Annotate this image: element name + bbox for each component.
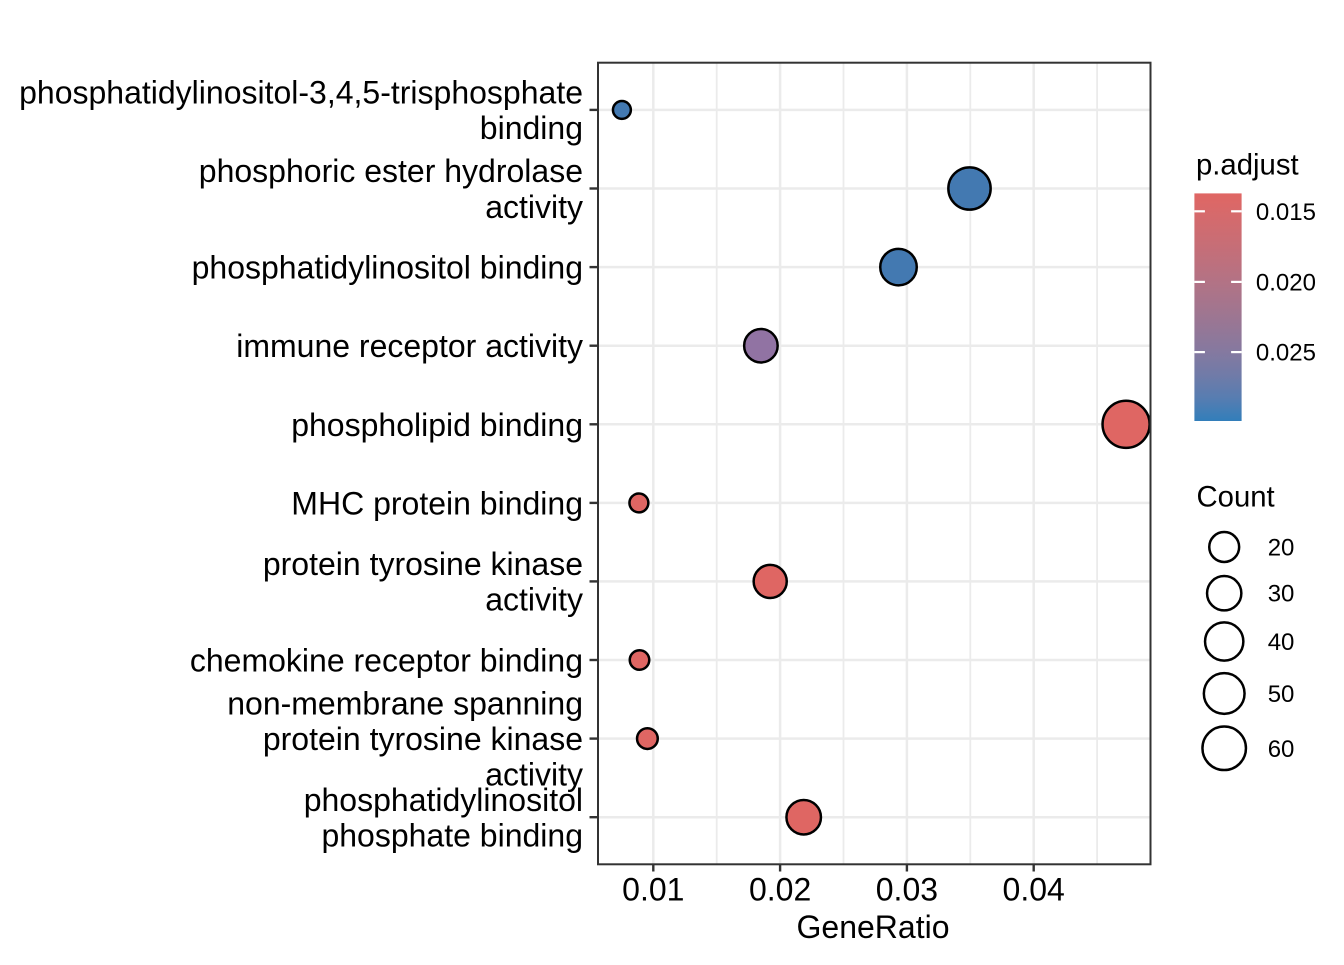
svg-text:phosphoric ester hydrolase: phosphoric ester hydrolase <box>199 153 583 189</box>
svg-text:chemokine receptor binding: chemokine receptor binding <box>190 643 583 679</box>
svg-text:protein tyrosine kinase: protein tyrosine kinase <box>263 546 583 582</box>
svg-text:binding: binding <box>480 110 583 146</box>
svg-text:0.01: 0.01 <box>622 872 684 908</box>
svg-text:Count: Count <box>1197 480 1275 513</box>
svg-text:0.015: 0.015 <box>1256 199 1316 226</box>
svg-text:p.adjust: p.adjust <box>1196 149 1299 182</box>
svg-text:phosphatidylinositol-3,4,5-tri: phosphatidylinositol-3,4,5-trisphosphate <box>19 75 583 111</box>
svg-text:phospholipid binding: phospholipid binding <box>291 407 583 443</box>
svg-text:0.03: 0.03 <box>876 872 938 908</box>
svg-text:0.04: 0.04 <box>1003 872 1065 908</box>
svg-text:immune receptor activity: immune receptor activity <box>236 328 583 364</box>
svg-text:60: 60 <box>1268 736 1295 763</box>
svg-text:protein tyrosine kinase: protein tyrosine kinase <box>263 721 583 757</box>
svg-text:30: 30 <box>1268 581 1295 608</box>
svg-text:activity: activity <box>485 189 583 225</box>
svg-text:GeneRatio: GeneRatio <box>797 909 950 945</box>
svg-text:40: 40 <box>1268 629 1295 656</box>
svg-text:0.02: 0.02 <box>749 872 811 908</box>
svg-text:50: 50 <box>1268 681 1295 708</box>
svg-text:0.025: 0.025 <box>1256 340 1316 367</box>
svg-text:non-membrane spanning: non-membrane spanning <box>227 686 583 722</box>
svg-text:MHC protein binding: MHC protein binding <box>291 485 583 521</box>
svg-text:activity: activity <box>485 757 583 793</box>
svg-text:activity: activity <box>485 582 583 618</box>
svg-text:0.020: 0.020 <box>1256 269 1316 296</box>
svg-text:phosphate binding: phosphate binding <box>321 818 583 854</box>
svg-text:phosphatidylinositol: phosphatidylinositol <box>304 782 583 818</box>
svg-text:20: 20 <box>1268 535 1295 562</box>
svg-text:phosphatidylinositol binding: phosphatidylinositol binding <box>192 250 583 286</box>
